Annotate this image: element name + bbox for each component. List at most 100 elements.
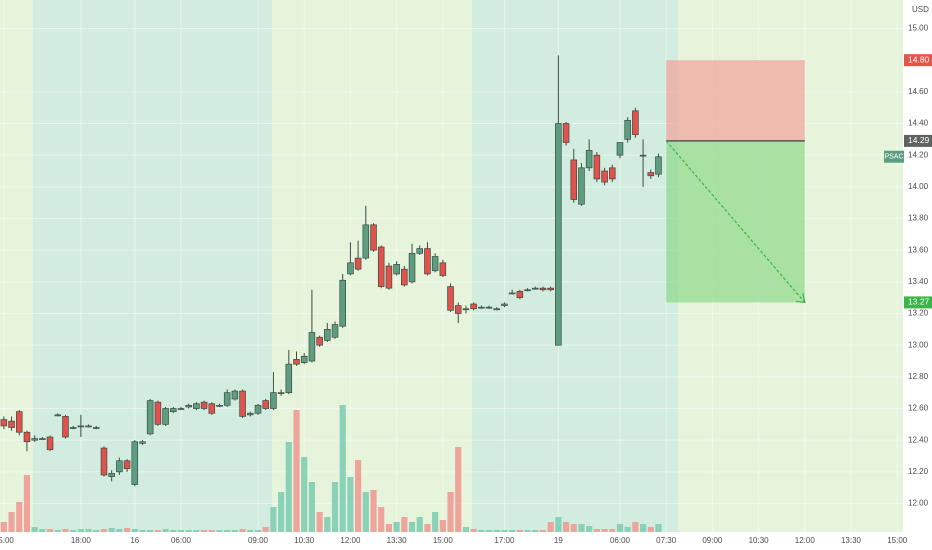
candle-body xyxy=(585,150,593,169)
volume-bar xyxy=(254,530,262,532)
price-tag xyxy=(904,296,932,309)
y-tick-label: 13.40 xyxy=(908,277,929,286)
volume-bar xyxy=(70,530,77,532)
volume-bar xyxy=(139,530,146,532)
volume-bar xyxy=(562,522,570,532)
candle-body xyxy=(385,265,393,289)
time-axis xyxy=(0,532,903,550)
candle-body xyxy=(470,303,477,310)
volume-bar xyxy=(347,477,354,532)
volume-bar xyxy=(224,530,231,532)
volume-bar xyxy=(439,520,446,532)
candle-body xyxy=(339,279,346,327)
candle-body xyxy=(177,408,185,410)
volume-bar xyxy=(370,490,377,532)
y-tick-label: 12.40 xyxy=(908,435,929,444)
candle-body xyxy=(324,328,331,341)
candle-body xyxy=(200,401,208,409)
candle-body xyxy=(123,460,131,470)
volume-bar xyxy=(470,529,477,532)
y-tick-label: 14.00 xyxy=(908,182,929,191)
volume-bar xyxy=(331,482,339,532)
volume-bar xyxy=(655,524,662,532)
volume-bar xyxy=(285,442,292,532)
candle-body xyxy=(146,400,154,435)
volume-bar xyxy=(177,530,185,532)
candle-body xyxy=(293,359,300,365)
candle-body xyxy=(608,167,616,180)
volume-bar xyxy=(632,522,639,532)
x-tick-label: 15:00 xyxy=(887,536,908,545)
symbol-tag xyxy=(884,150,904,163)
candle-body xyxy=(308,332,316,362)
y-tick-label: 14.40 xyxy=(908,119,929,128)
candle-body xyxy=(262,400,269,409)
candle-body xyxy=(462,308,470,311)
candle-body xyxy=(277,392,285,395)
candle-body xyxy=(54,414,62,417)
candle-body xyxy=(216,404,223,407)
volume-bar xyxy=(147,530,154,532)
volume-bar xyxy=(162,529,169,532)
y-tick-label: 13.20 xyxy=(908,309,929,318)
volume-bar xyxy=(555,517,562,532)
price-tag xyxy=(904,54,932,67)
volume-bar xyxy=(570,524,577,532)
volume-bar xyxy=(378,507,385,532)
y-tick-label: 12.20 xyxy=(908,467,929,476)
candle-body xyxy=(316,336,323,346)
candle-body xyxy=(616,142,624,156)
candle-body xyxy=(454,305,462,314)
volume-bar xyxy=(355,460,362,532)
candle-body xyxy=(347,262,354,275)
x-tick-label: 15:00 xyxy=(0,536,14,545)
y-tick-label: 12.60 xyxy=(908,404,929,413)
volume-bar xyxy=(100,529,108,532)
candle-body xyxy=(408,252,416,283)
volume-bar xyxy=(593,529,600,532)
candle-body xyxy=(632,110,639,135)
price-tag xyxy=(904,134,932,147)
volume-bar xyxy=(293,410,300,532)
trade-arrow xyxy=(665,140,806,303)
x-tick-label: 07:30 xyxy=(656,536,677,545)
volume-bar xyxy=(339,405,346,532)
candle-body xyxy=(555,123,562,346)
volume-bar xyxy=(31,527,38,532)
x-tick-label: 13:30 xyxy=(841,536,862,545)
candle-body xyxy=(501,303,508,306)
volume-bar xyxy=(493,530,500,532)
volume-bar xyxy=(624,527,631,532)
candle-body xyxy=(485,306,493,309)
y-tick-label: 13.60 xyxy=(908,245,929,254)
candle-body xyxy=(531,287,539,290)
x-tick-label: 06:00 xyxy=(610,536,631,545)
candle-body xyxy=(424,248,431,275)
volume-bar xyxy=(609,529,616,532)
price-axis xyxy=(903,0,932,550)
price-tag-label: 14.29 xyxy=(908,135,930,145)
y-tick-label: 14.60 xyxy=(908,87,929,96)
candle-body xyxy=(0,419,8,427)
candle-body xyxy=(39,438,46,440)
candle-body xyxy=(46,436,54,451)
candle-body xyxy=(570,159,578,200)
volume-bar xyxy=(639,524,647,532)
volume-bar xyxy=(485,530,493,532)
y-tick-label: 14.20 xyxy=(908,150,929,159)
volume-bar xyxy=(385,524,393,532)
x-tick-label: 15:00 xyxy=(433,536,454,545)
candle-body xyxy=(92,427,100,429)
candle-body xyxy=(431,256,439,272)
candle-body xyxy=(539,287,547,291)
volume-bar xyxy=(262,527,269,532)
price-tag-label: 13.27 xyxy=(908,297,930,307)
candle-body xyxy=(478,306,485,309)
candle-body xyxy=(516,290,524,299)
candle-body xyxy=(401,268,408,286)
volume-bar xyxy=(316,512,323,532)
volume-bar xyxy=(170,530,177,532)
volume-bar xyxy=(278,492,285,532)
volume-bar xyxy=(185,530,192,532)
candle-body xyxy=(493,308,501,311)
